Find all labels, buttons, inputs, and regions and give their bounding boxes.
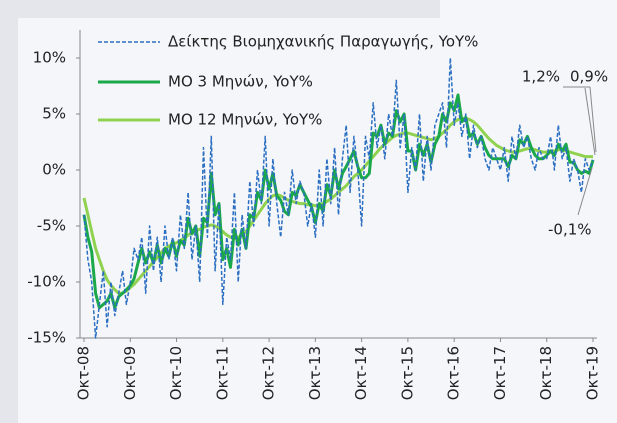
x-tick-label: Οκτ-13 <box>306 346 324 400</box>
annotation-arrow <box>577 167 593 216</box>
annotation: -0,1% <box>548 221 592 239</box>
series-line <box>82 117 593 295</box>
y-tick-label: 0% <box>42 161 66 179</box>
annotation-arrow <box>584 87 596 156</box>
x-tick-label: Οκτ-18 <box>537 346 555 400</box>
series-line <box>83 57 594 339</box>
left-band <box>0 0 18 423</box>
top-band <box>0 0 440 18</box>
y-tick-label: 10% <box>33 49 66 67</box>
x-tick-label: Οκτ-11 <box>213 346 231 400</box>
x-tick-label: Οκτ-08 <box>75 346 93 400</box>
annotation: 0,9% <box>570 68 608 86</box>
y-tick-label: -5% <box>37 217 66 235</box>
x-tick-label: Οκτ-14 <box>352 346 370 400</box>
x-tick-label: Οκτ-17 <box>491 346 509 400</box>
plot-area: -15% -10% -5% 0% 5% 10% Οκτ-08 Οκτ-09 Οκτ-10 Οκτ-… <box>27 30 602 400</box>
y-tick-label: -15% <box>27 329 66 347</box>
x-tick-label: Οκτ-12 <box>260 346 278 400</box>
x-tick-label: Οκτ-15 <box>398 346 416 400</box>
x-tick-label: Οκτ-19 <box>584 346 602 400</box>
legend-label: ΜΟ 12 Μηνών, YoY% <box>168 111 322 129</box>
y-tick-label: 5% <box>42 105 66 123</box>
annotation: 1,2% <box>522 68 560 86</box>
x-tick-label: Οκτ-09 <box>121 346 139 400</box>
annotation-arrow <box>589 86 597 153</box>
legend-label: ΜΟ 3 Μηνών, YoY% <box>168 73 313 91</box>
legend-label: Δείκτης Βιομηχανικής Παραγωγής, YoY% <box>168 33 478 51</box>
x-tick-label: Οκτ-10 <box>167 346 185 400</box>
x-tick-label: Οκτ-16 <box>445 346 463 400</box>
y-tick-label: -10% <box>27 273 66 291</box>
